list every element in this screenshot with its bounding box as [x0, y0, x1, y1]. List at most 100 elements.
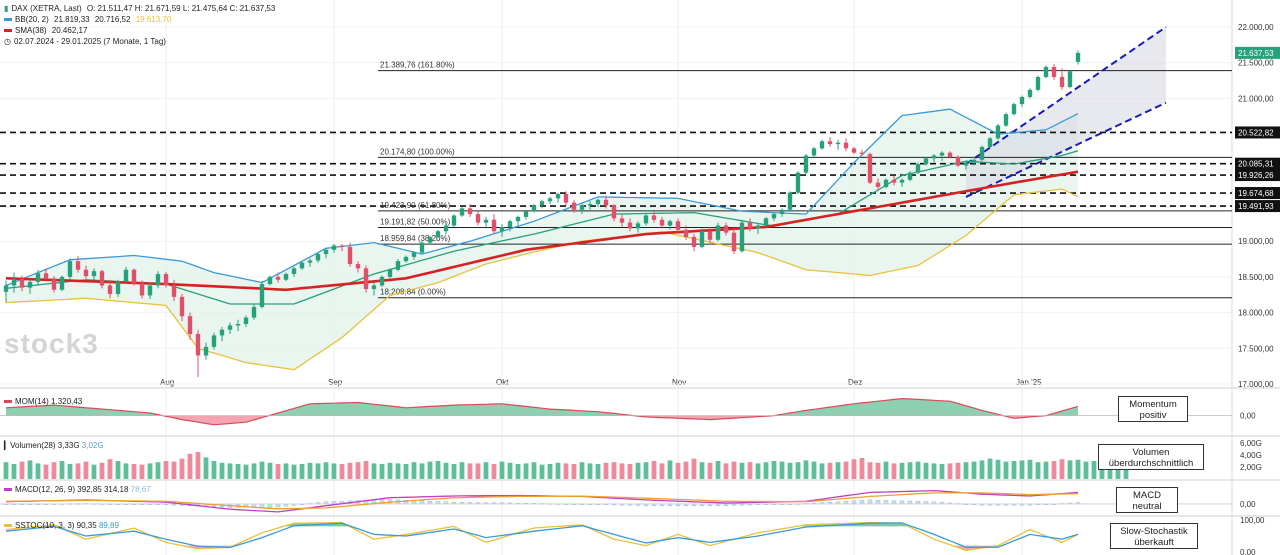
candle-body [483, 219, 489, 223]
candle-body [675, 221, 681, 230]
candle-body [427, 236, 433, 243]
candle-body [219, 329, 225, 336]
candle-body [19, 279, 25, 288]
candle-body [315, 254, 321, 261]
candle-body [323, 249, 329, 255]
candle-body [283, 274, 289, 280]
macd-histogram-bar [875, 499, 881, 505]
stochastic-d-line [5, 522, 1079, 549]
sma-legend-swatch [4, 29, 12, 33]
candle-body [515, 216, 521, 222]
bb-lower-value: 19.613,70 [135, 15, 172, 24]
macd-histogram-bar [899, 500, 905, 505]
volume-bar [659, 463, 665, 479]
y-tick-label: 22.000,00 [1238, 23, 1274, 32]
sma-value: 20.462,17 [51, 26, 88, 35]
volume-bar [675, 462, 681, 479]
candle-body [643, 215, 649, 224]
candle-body [35, 273, 41, 282]
date-range: 02.07.2024 - 29.01.2025 (7 Monate, 1 Tag… [13, 37, 166, 46]
candle-body [859, 152, 865, 155]
candle-body [747, 222, 753, 229]
x-tick-label: Dez [848, 378, 862, 387]
volume-bar [451, 464, 457, 479]
sma-line [5, 170, 1079, 292]
level-price-tag [1235, 169, 1280, 182]
candle-body [131, 269, 137, 284]
y-tick-label: 18.500,00 [1238, 273, 1274, 282]
volume-bar [747, 462, 753, 479]
candle-body [307, 260, 313, 263]
level-price-tag [1235, 157, 1280, 170]
candle-body [355, 264, 361, 269]
volume-bar [947, 463, 953, 479]
volume-bar [395, 463, 401, 479]
volume-label-row: ▎Volumen(28) 3,33G 3,02G [4, 441, 104, 450]
volume-bar [875, 462, 881, 479]
candle-body [899, 179, 905, 183]
candle-body [755, 225, 761, 229]
candle-body [403, 256, 409, 262]
candle-body [347, 246, 353, 265]
candle-body [1043, 66, 1049, 77]
macd-signal-line [5, 492, 1079, 510]
volume-bar [827, 462, 833, 479]
candle-body [667, 221, 673, 226]
x-tick-label: Sep [328, 378, 343, 387]
volume-bar [211, 461, 217, 479]
candle-body [115, 281, 121, 295]
volume-bar [27, 460, 33, 479]
volume-bar [1067, 460, 1073, 479]
candle-body [203, 346, 209, 356]
instrument-name: DAX (XETRA, Last) [11, 4, 82, 13]
candles-icon: ▮ [4, 4, 9, 13]
volume-bar [955, 462, 961, 479]
volume-bar [323, 462, 329, 479]
macd-histogram-bar [259, 503, 265, 508]
macd-histogram-bar [891, 500, 897, 505]
fibonacci-label: 19.191,82 (50.00%) [380, 218, 451, 227]
sstoc-legend-swatch [4, 524, 12, 528]
volume-bar [995, 459, 1001, 479]
bollinger-mid-line [5, 150, 1079, 305]
volume-bar [723, 463, 729, 479]
volume-bar [243, 464, 249, 479]
volume-bar [435, 461, 441, 479]
volume-bar [699, 462, 705, 479]
volume-bar [883, 461, 889, 479]
volume-bar [131, 464, 137, 479]
volume-bar [915, 461, 921, 479]
fibonacci-label: 18.959,84 (38.20%) [380, 234, 451, 243]
x-tick-label: Aug [160, 378, 174, 387]
macd-legend-swatch [4, 488, 12, 492]
candle-body [843, 142, 849, 149]
volume-bar [491, 464, 497, 479]
candle-body [851, 148, 857, 153]
candle-body [411, 252, 417, 257]
candle-body [331, 245, 337, 250]
candle-body [27, 281, 33, 288]
candle-body [947, 152, 953, 157]
candle-body [547, 198, 553, 202]
volume-bar [779, 461, 785, 479]
last-price-label: 21.637,53 [1238, 49, 1274, 58]
candle-body [931, 155, 937, 159]
candle-body [99, 271, 105, 286]
volume-bar [115, 461, 121, 479]
level-price-label: 19.926,26 [1238, 171, 1274, 180]
stochastic-y-tick: 100,00 [1240, 516, 1265, 525]
volume-bar [427, 461, 433, 479]
volume-bar [707, 462, 713, 479]
stochastic-oversold-area [6, 545, 1078, 551]
candle-body [499, 226, 505, 232]
range-line: ◷ 02.07.2024 - 29.01.2025 (7 Monate, 1 Ta… [4, 37, 169, 47]
level-price-label: 19.491,93 [1238, 202, 1274, 211]
volume-avg-value: 3,02G [81, 441, 104, 450]
volume-bar [171, 461, 177, 479]
volume-bar [283, 463, 289, 479]
volume-bar [363, 461, 369, 479]
volume-bar [1011, 461, 1017, 479]
volume-bar [651, 461, 657, 479]
volume-bar [51, 462, 57, 479]
